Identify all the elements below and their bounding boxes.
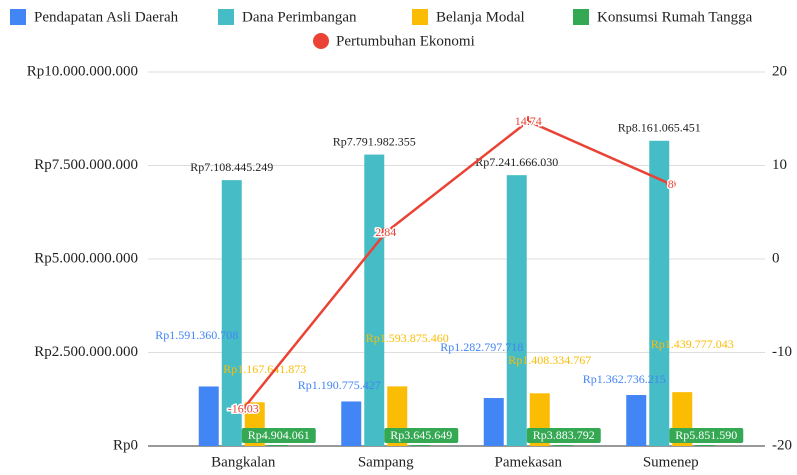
x-tick-label: Bangkalan: [211, 454, 276, 470]
data-label: Rp1.167.641.873: [223, 362, 306, 376]
bar: [695, 445, 716, 446]
data-label: -16.03: [228, 402, 259, 416]
legend-label: Konsumsi Rumah Tangga: [597, 9, 753, 25]
data-label: Rp8.161.065.451: [618, 121, 701, 135]
data-label: Rp1.591.360.708: [155, 328, 238, 342]
legend-label: Pertumbuhan Ekonomi: [336, 33, 475, 49]
x-tick-label: Sumenep: [643, 454, 699, 470]
legend-swatch: [412, 9, 428, 25]
data-label: 2.84: [375, 225, 396, 239]
legend-swatch: [218, 9, 234, 25]
x-tick-label: Pamekasan: [495, 454, 563, 470]
line-point: [523, 116, 534, 127]
data-label-box: Rp3.645.649: [384, 428, 459, 443]
data-label: 14.74: [515, 114, 542, 128]
line: [242, 119, 672, 410]
bar: [649, 140, 670, 446]
line-point: [380, 227, 391, 238]
data-label: Rp1.593.875.460: [366, 331, 449, 345]
bar: [410, 445, 431, 446]
legend-swatch: [313, 33, 329, 49]
data-label: Rp7.241.666.030: [475, 155, 558, 169]
bar: [198, 386, 219, 446]
data-label: Rp4.904.061: [248, 428, 310, 442]
bar: [506, 175, 527, 447]
data-label-box: Rp4.904.061: [241, 428, 316, 443]
data-label: Rp1.282.797.718: [440, 340, 523, 354]
bar: [267, 445, 288, 446]
label-bg: [241, 428, 316, 443]
label-bg: [526, 428, 601, 443]
legend-label: Belanja Modal: [436, 9, 525, 25]
data-label: Rp1.408.334.767: [508, 353, 591, 367]
bar: [552, 445, 573, 446]
data-label-box: Rp5.851.590: [669, 428, 744, 443]
bar: [483, 398, 504, 446]
legend-label: Pendapatan Asli Daerah: [34, 9, 179, 25]
y-tick-label: Rp2.500.000.000: [34, 344, 138, 360]
data-label: 8: [668, 177, 674, 191]
data-label: Rp3.645.649: [390, 428, 452, 442]
line-point: [665, 179, 676, 190]
y2-tick-label: 10: [772, 157, 787, 173]
legend-swatch: [573, 9, 589, 25]
y-tick-label: Rp10.000.000.000: [27, 63, 138, 79]
x-tick-label: Sampang: [358, 454, 414, 470]
data-label: Rp7.108.445.249: [190, 160, 273, 174]
legend-label: Dana Perimbangan: [242, 9, 357, 25]
y2-tick-label: -10: [772, 344, 792, 360]
data-label: Rp1.439.777.043: [651, 337, 734, 351]
y-tick-label: Rp7.500.000.000: [34, 157, 138, 173]
bar: [626, 395, 647, 446]
data-label: Rp3.883.792: [533, 428, 595, 442]
label-bg: [384, 428, 459, 443]
data-label-box: Rp3.883.792: [526, 428, 601, 443]
data-label: Rp5.851.590: [675, 428, 737, 442]
y-tick-label: Rp0: [113, 437, 138, 453]
label-bg: [669, 428, 744, 443]
y-tick-label: Rp5.000.000.000: [34, 250, 138, 266]
y2-tick-label: -20: [772, 437, 792, 453]
y2-tick-label: 0: [772, 250, 780, 266]
bar: [364, 154, 385, 446]
line-point: [238, 403, 249, 414]
bar: [221, 180, 242, 446]
data-label: Rp1.362.736.215: [583, 372, 666, 386]
data-label: Rp1.190.775.427: [298, 378, 381, 392]
bar: [341, 401, 362, 446]
legend-swatch: [10, 9, 26, 25]
data-label: Rp7.791.982.355: [333, 134, 416, 148]
y2-tick-label: 20: [772, 63, 787, 79]
